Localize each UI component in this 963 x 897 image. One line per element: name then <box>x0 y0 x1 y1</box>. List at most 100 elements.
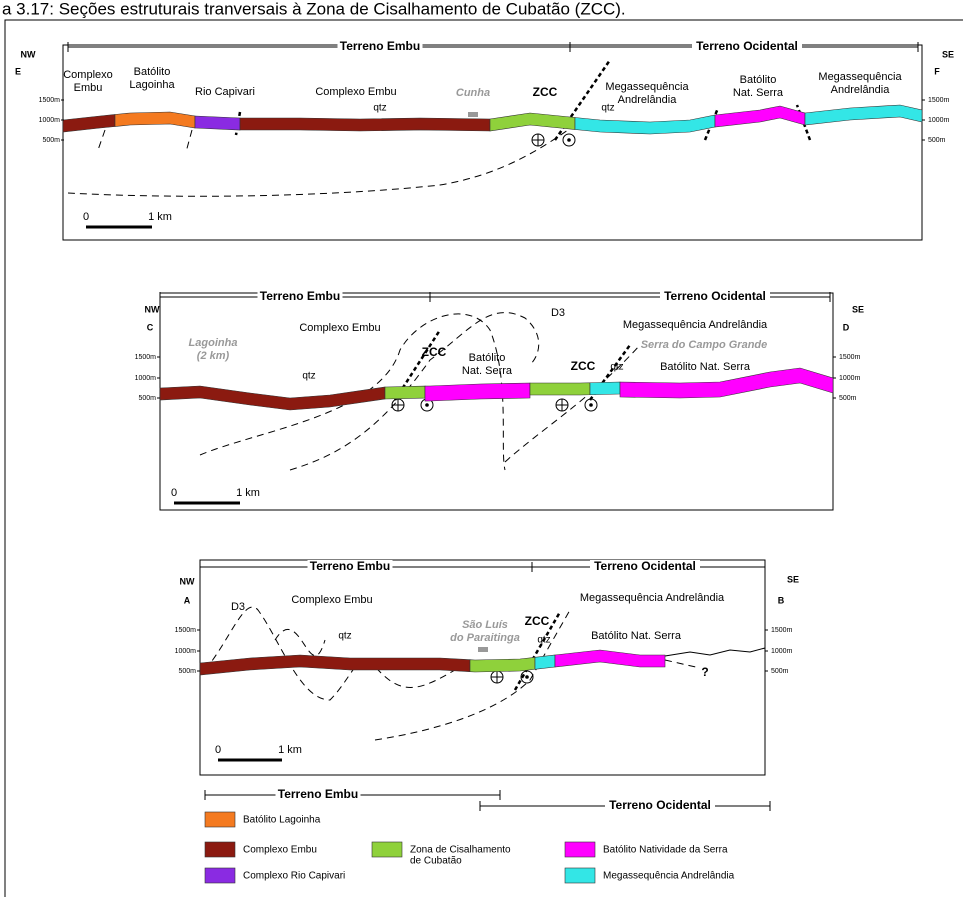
section-end: B <box>778 595 785 605</box>
rock-unit <box>715 106 805 127</box>
unit-label: D3 <box>551 307 565 319</box>
unit-label: Nat. Serra <box>462 365 513 377</box>
legend-swatch <box>205 868 235 883</box>
terrene-label: Terreno Embu <box>278 787 358 801</box>
direction: NW <box>180 576 195 586</box>
unit-label: Megassequência Andrelândia <box>580 592 725 604</box>
rock-unit <box>385 386 425 399</box>
rock-unit <box>535 655 555 669</box>
rock-unit <box>195 116 240 130</box>
elevation-label: 500m <box>928 137 946 144</box>
unit-label: qtz <box>373 103 386 114</box>
unit-label: Andrelândia <box>618 94 678 106</box>
unit-label: Complexo Embu <box>291 594 372 606</box>
rock-unit <box>805 105 922 125</box>
elevation-label: 500m <box>138 395 156 402</box>
unit-label: qtz <box>601 103 614 114</box>
unit-label: São Luís <box>462 619 508 631</box>
section-end: C <box>147 322 154 332</box>
legend-label: de Cubatão <box>410 856 462 867</box>
section-frame <box>63 45 922 240</box>
rock-unit <box>590 382 620 395</box>
unit-label: ZCC <box>533 85 558 99</box>
unit-label: Batólito <box>740 74 777 86</box>
legend-label: Batólito Natividade da Serra <box>603 845 728 856</box>
scale-label: 1 km <box>236 487 260 499</box>
rock-unit <box>530 383 590 395</box>
unit-label: Megassequência Andrelândia <box>623 319 768 331</box>
terrene-label: Terreno Embu <box>260 289 340 303</box>
unit-label: qtz <box>302 371 315 382</box>
unit-label: Serra do Campo Grande <box>641 339 768 351</box>
legend-swatch <box>565 842 595 857</box>
unit-label: do Paraitinga <box>450 632 520 644</box>
unit-label: Complexo Embu <box>315 86 396 98</box>
unit-label: Lagoinha <box>189 337 238 349</box>
legend-label: Megassequência Andrelândia <box>603 871 735 882</box>
legend-swatch <box>565 868 595 883</box>
unit-label: Megassequência <box>605 81 689 93</box>
direction: SE <box>852 304 864 314</box>
scale-label: 0 <box>171 487 177 499</box>
elevation-label: 1000m <box>135 375 157 382</box>
elevation-label: 500m <box>178 668 196 675</box>
terrene-label: Terreno Ocidental <box>696 39 798 53</box>
unit-label: Batólito <box>134 66 171 78</box>
elevation-label: 1000m <box>928 117 950 124</box>
terrene-label: Terreno Embu <box>310 559 390 573</box>
direction: NW <box>145 304 160 314</box>
scale-label: 1 km <box>278 744 302 756</box>
unit-label: Batólito Nat. Serra <box>660 361 751 373</box>
legend-label: Complexo Embu <box>243 845 317 856</box>
section-end: D <box>843 322 850 332</box>
unit-label: Embu <box>74 82 103 94</box>
rock-unit <box>575 115 715 134</box>
rock-unit <box>160 386 385 410</box>
legend-label: Complexo Rio Capivari <box>243 871 345 882</box>
elevation-label: 1000m <box>175 648 197 655</box>
legend-label: Batólito Lagoinha <box>243 815 321 826</box>
elevation-label: 500m <box>771 668 789 675</box>
unit-label: ZCC <box>422 345 447 359</box>
unit-label: Complexo Embu <box>299 322 380 334</box>
elevation-label: 1500m <box>928 97 950 104</box>
scale-label: 0 <box>83 211 89 223</box>
terrene-label: Terreno Embu <box>340 39 420 53</box>
section-end: A <box>184 595 191 605</box>
direction: SE <box>787 574 799 584</box>
elevation-label: 1500m <box>135 354 157 361</box>
legend-swatch <box>372 842 402 857</box>
figure-title: a 3.17: Seções estruturais tranversais à… <box>2 0 626 18</box>
legend-swatch <box>205 812 235 827</box>
unit-label: ZCC <box>525 614 550 628</box>
elevation-label: 1500m <box>39 97 61 104</box>
unit-label: ? <box>701 665 708 679</box>
unit-label: D3 <box>231 601 245 613</box>
rock-unit <box>555 650 665 667</box>
unit-label: qtz <box>610 362 623 373</box>
elevation-label: 500m <box>42 137 60 144</box>
rock-unit <box>490 113 575 131</box>
rock-unit <box>240 118 490 131</box>
figure: a 3.17: Seções estruturais tranversais à… <box>0 0 963 897</box>
elevation-label: 1000m <box>39 117 61 124</box>
unit-label: Batólito <box>469 352 506 364</box>
terrene-label: Terreno Ocidental <box>594 559 696 573</box>
unit-label: qtz <box>537 635 550 646</box>
legend-label: Zona de Cisalhamento <box>410 845 511 856</box>
unit-label: (2 km) <box>197 350 230 362</box>
unit-label: Nat. Serra <box>733 87 784 99</box>
section-end: F <box>934 66 940 76</box>
elevation-label: 1500m <box>839 354 861 361</box>
elevation-label: 1500m <box>175 627 197 634</box>
rock-unit <box>470 657 535 672</box>
elevation-label: 1500m <box>771 627 793 634</box>
elevation-label: 500m <box>839 395 857 402</box>
unit-label: qtz <box>338 631 351 642</box>
unit-label: Lagoinha <box>129 79 175 91</box>
elevation-label: 1000m <box>771 648 793 655</box>
section-end: E <box>15 66 21 76</box>
unit-label: Complexo <box>63 69 113 81</box>
unit-label: Andrelândia <box>831 84 891 96</box>
unit-label: Megassequência <box>818 71 902 83</box>
